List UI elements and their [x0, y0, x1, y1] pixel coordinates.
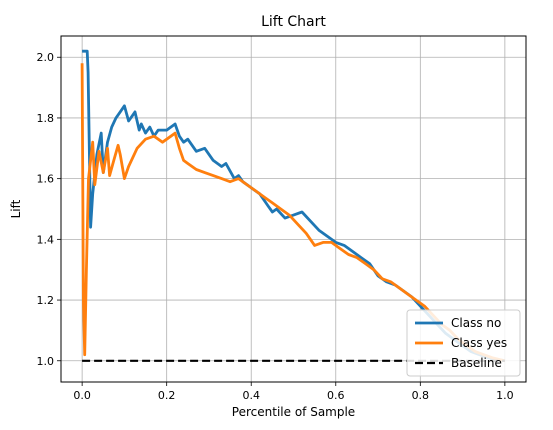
- legend-label: Class no: [451, 316, 501, 330]
- x-tick-label: 0.4: [242, 389, 260, 402]
- y-tick-label: 1.4: [37, 233, 55, 246]
- y-tick-label: 1.6: [37, 173, 55, 186]
- series-line-class-yes: [80, 63, 506, 363]
- x-tick-label: 0.2: [158, 389, 176, 402]
- x-axis-ticks: 0.0 0.2 0.4 0.6 0.8 1.0: [73, 382, 514, 402]
- y-tick-label: 2.0: [37, 51, 55, 64]
- legend-label: Class yes: [451, 336, 507, 350]
- y-axis-label: Lift: [9, 199, 23, 218]
- y-tick-label: 1.0: [37, 355, 55, 368]
- y-tick-label: 1.2: [37, 294, 55, 307]
- x-tick-label: 0.8: [412, 389, 430, 402]
- y-tick-label: 1.8: [37, 112, 55, 125]
- x-tick-label: 0.0: [73, 389, 91, 402]
- axes-border: [60, 35, 527, 383]
- legend-box: [406, 309, 521, 377]
- y-axis-ticks: 1.0 1.2 1.4 1.6 1.8 2.0: [37, 51, 61, 368]
- legend: Class no Class yes Baseline: [406, 309, 521, 377]
- legend-label: Baseline: [451, 356, 502, 370]
- x-tick-label: 1.0: [496, 389, 514, 402]
- chart-title: Lift Chart: [261, 14, 326, 30]
- axes-frame: [60, 35, 527, 383]
- x-axis-label: Percentile of Sample: [232, 405, 355, 419]
- x-tick-label: 0.6: [327, 389, 345, 402]
